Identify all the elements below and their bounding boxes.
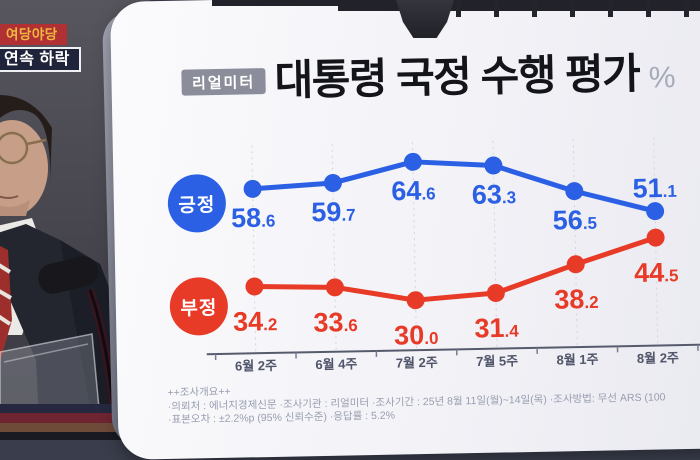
broadcast-frame: { "overlay": { "badge_top": { "label": "… [0,0,700,440]
data-point [646,228,664,246]
rail-tooth-icon [532,0,537,17]
x-tick-label: 8월 2주 [637,350,679,366]
data-point [406,291,424,309]
rail-tooth-icon [684,0,689,17]
x-axis [207,344,700,354]
data-point [245,277,263,295]
value-label: 64.6 [391,175,436,206]
rail-tooth-icon [570,0,575,17]
value-label: 59.7 [311,197,356,228]
gridline [413,142,417,349]
caption-badge-decline: 연속 하락 [0,47,81,72]
value-label: 44.5 [634,257,679,288]
data-point [324,174,342,192]
data-point [404,153,422,171]
x-tick-label: 6월 4주 [315,356,357,372]
x-tick-label: 7월 5주 [476,353,518,369]
data-point [243,180,261,198]
value-label: 56.5 [552,205,597,236]
x-tick-label: 7월 2주 [396,355,438,371]
top-rail [212,0,340,6]
data-point [484,156,502,174]
data-point [565,182,583,200]
value-label: 58.6 [231,202,276,233]
x-tick-label: 8월 1주 [556,352,598,368]
x-tick-label: 6월 2주 [235,358,277,374]
gridline [573,139,577,346]
rail-tooth-icon [456,0,461,17]
value-label: 31.4 [474,313,519,344]
value-label: 63.3 [472,179,517,210]
value-label: 33.6 [313,307,358,338]
rail-tooth-icon [608,0,613,17]
data-point [326,278,344,296]
rail-tooth-icon [494,0,499,17]
value-label: 51.1 [632,173,677,204]
value-label: 38.2 [554,284,599,315]
data-point [567,255,585,273]
value-label: 30.0 [394,320,439,351]
value-label: 34.2 [233,306,278,337]
data-point [646,202,664,220]
caption-badge-party: 여당야당 [0,24,67,45]
data-point [487,284,505,302]
rail-tooth-icon [646,0,651,17]
